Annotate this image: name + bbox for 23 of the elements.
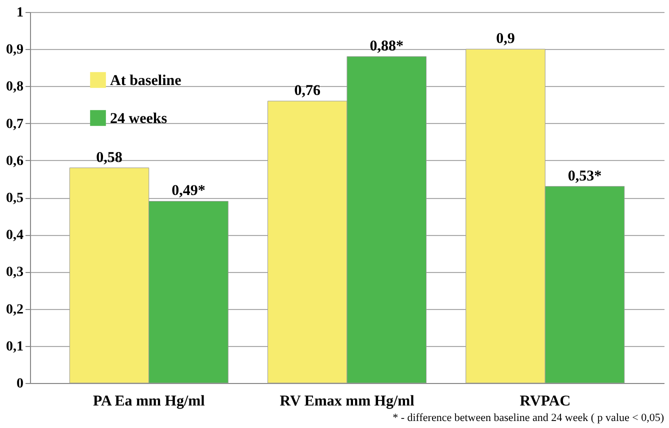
y-tick-label: 0,3 [6, 265, 24, 280]
data-label: 0,76 [294, 83, 321, 100]
data-label: 0,49* [172, 183, 206, 200]
y-tick-label: 0 [16, 376, 24, 392]
y-tick-label: 0,6 [6, 154, 24, 169]
x-tick-label: PA Ea mm Hg/ml [92, 394, 205, 410]
data-label: 0,88* [370, 38, 404, 55]
y-tick-label: 0,7 [6, 116, 24, 132]
x-tick-label: RV Emax mm Hg/ml [280, 394, 414, 410]
y-tick-label: 0,4 [6, 228, 24, 244]
data-label: 0,58 [96, 150, 122, 166]
data-label: 0,9 [496, 31, 515, 48]
y-tick-label: 0,2 [6, 302, 24, 318]
y-tick-label: 0,5 [6, 191, 24, 206]
y-tick-label: 0,9 [6, 42, 24, 58]
legend-label: 24 weeks [110, 111, 168, 127]
x-tick-label: RVPAC [520, 394, 571, 410]
text: * - difference between baseline and 24 week ( p value < 0,05) [392, 412, 664, 424]
y-tick-label: 1 [16, 6, 24, 20]
legend-label: At baseline [110, 73, 182, 89]
y-tick-label: 0,1 [6, 339, 24, 354]
y-tick-label: 0,8 [6, 80, 24, 95]
data-label: 0,53* [568, 168, 602, 184]
